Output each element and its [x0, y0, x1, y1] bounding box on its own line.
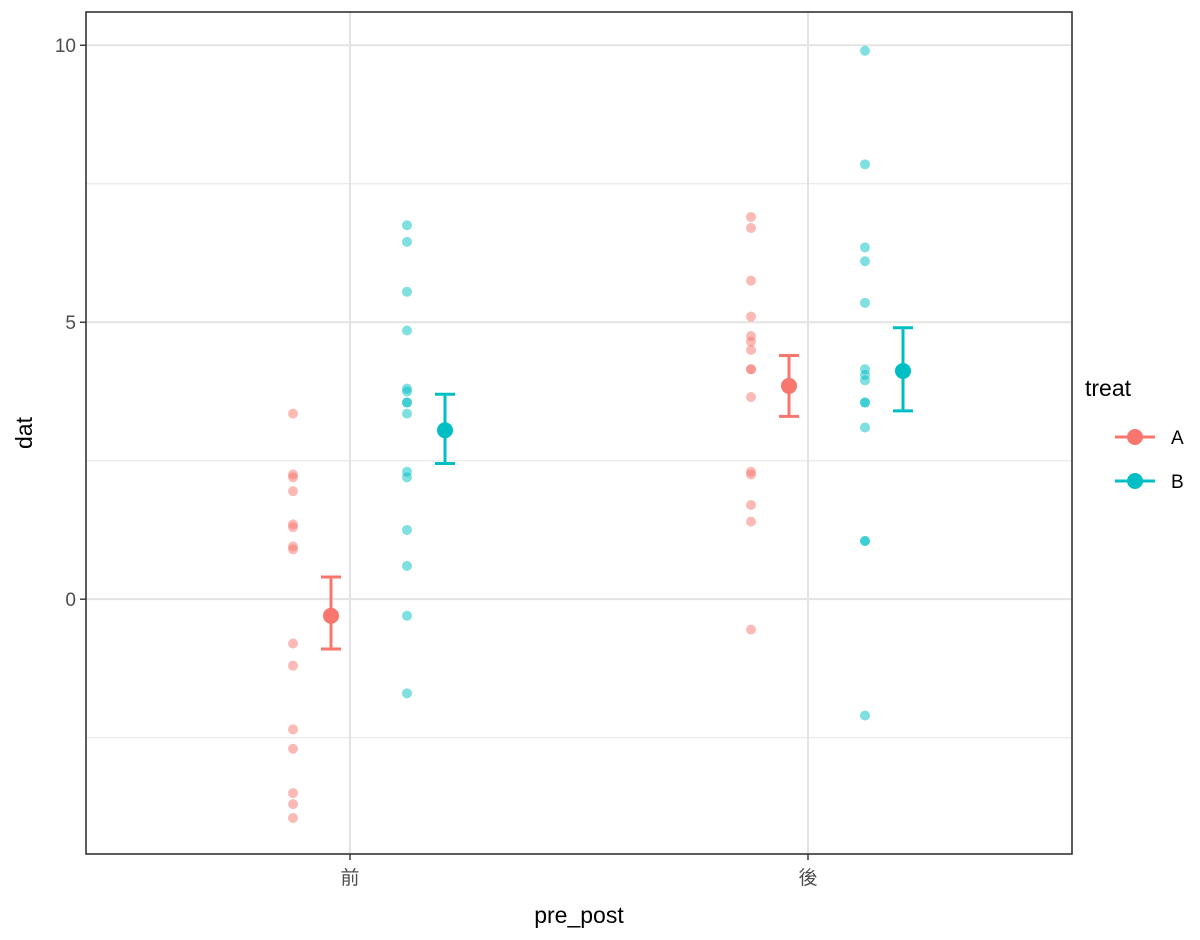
data-point	[746, 336, 756, 347]
data-point	[288, 799, 298, 810]
y-tick-label: 5	[65, 313, 76, 334]
data-point	[288, 812, 298, 823]
data-point	[860, 45, 870, 56]
data-point	[746, 469, 756, 480]
grid-layer	[86, 12, 1072, 854]
mean-point	[895, 362, 911, 379]
data-point	[402, 325, 412, 336]
data-point	[288, 486, 298, 497]
data-point	[860, 710, 870, 721]
data-point	[402, 220, 412, 231]
legend-label: B	[1171, 472, 1184, 493]
x-axis-title: pre_post	[534, 902, 624, 928]
legend-entries: AB	[1115, 428, 1184, 493]
data-point	[402, 286, 412, 297]
data-point	[746, 211, 756, 222]
data-point	[402, 524, 412, 535]
data-point	[402, 386, 412, 397]
data-point	[860, 297, 870, 308]
legend-entry: B	[1115, 472, 1184, 493]
data-point	[860, 397, 870, 408]
data-point	[746, 311, 756, 322]
data-point	[860, 422, 870, 433]
data-point	[288, 638, 298, 649]
data-point	[288, 544, 298, 555]
data-point	[402, 397, 412, 408]
data-point	[402, 610, 412, 621]
x-tick-label: 前	[340, 867, 359, 889]
data-point	[860, 536, 870, 547]
data-point	[746, 624, 756, 635]
axis-layer: 0 5 10 前 後	[55, 36, 818, 889]
summary-layer	[321, 326, 913, 651]
data-point	[288, 660, 298, 671]
data-point	[746, 223, 756, 234]
data-point	[402, 236, 412, 247]
data-point	[288, 724, 298, 735]
data-point	[288, 408, 298, 419]
data-point	[288, 788, 298, 799]
data-point	[746, 275, 756, 286]
data-point	[402, 408, 412, 419]
data-point	[860, 375, 870, 386]
mean-point	[437, 422, 453, 439]
data-point	[746, 500, 756, 511]
legend-key-point	[1127, 429, 1143, 445]
x-tick-label: 後	[798, 867, 817, 889]
legend-entry: A	[1115, 428, 1184, 449]
data-point	[860, 159, 870, 170]
legend-label: A	[1171, 428, 1184, 449]
points-layer	[288, 45, 870, 823]
data-point	[402, 472, 412, 483]
y-axis-title: dat	[11, 416, 37, 449]
data-point	[746, 516, 756, 527]
legend: treat AB	[1085, 375, 1184, 493]
data-point	[402, 688, 412, 699]
panel-border	[85, 11, 1073, 855]
legend-title: treat	[1085, 375, 1132, 401]
legend-key-point	[1127, 473, 1143, 489]
data-point	[746, 364, 756, 375]
data-point	[746, 391, 756, 402]
data-point	[860, 256, 870, 267]
data-point	[288, 522, 298, 533]
data-point	[402, 560, 412, 571]
data-point	[746, 344, 756, 355]
mean-point	[323, 607, 339, 624]
mean-point	[781, 377, 797, 394]
data-point	[288, 472, 298, 483]
y-tick-label: 0	[65, 590, 76, 611]
data-point	[288, 743, 298, 754]
y-tick-label: 10	[55, 36, 76, 57]
data-point	[860, 242, 870, 253]
